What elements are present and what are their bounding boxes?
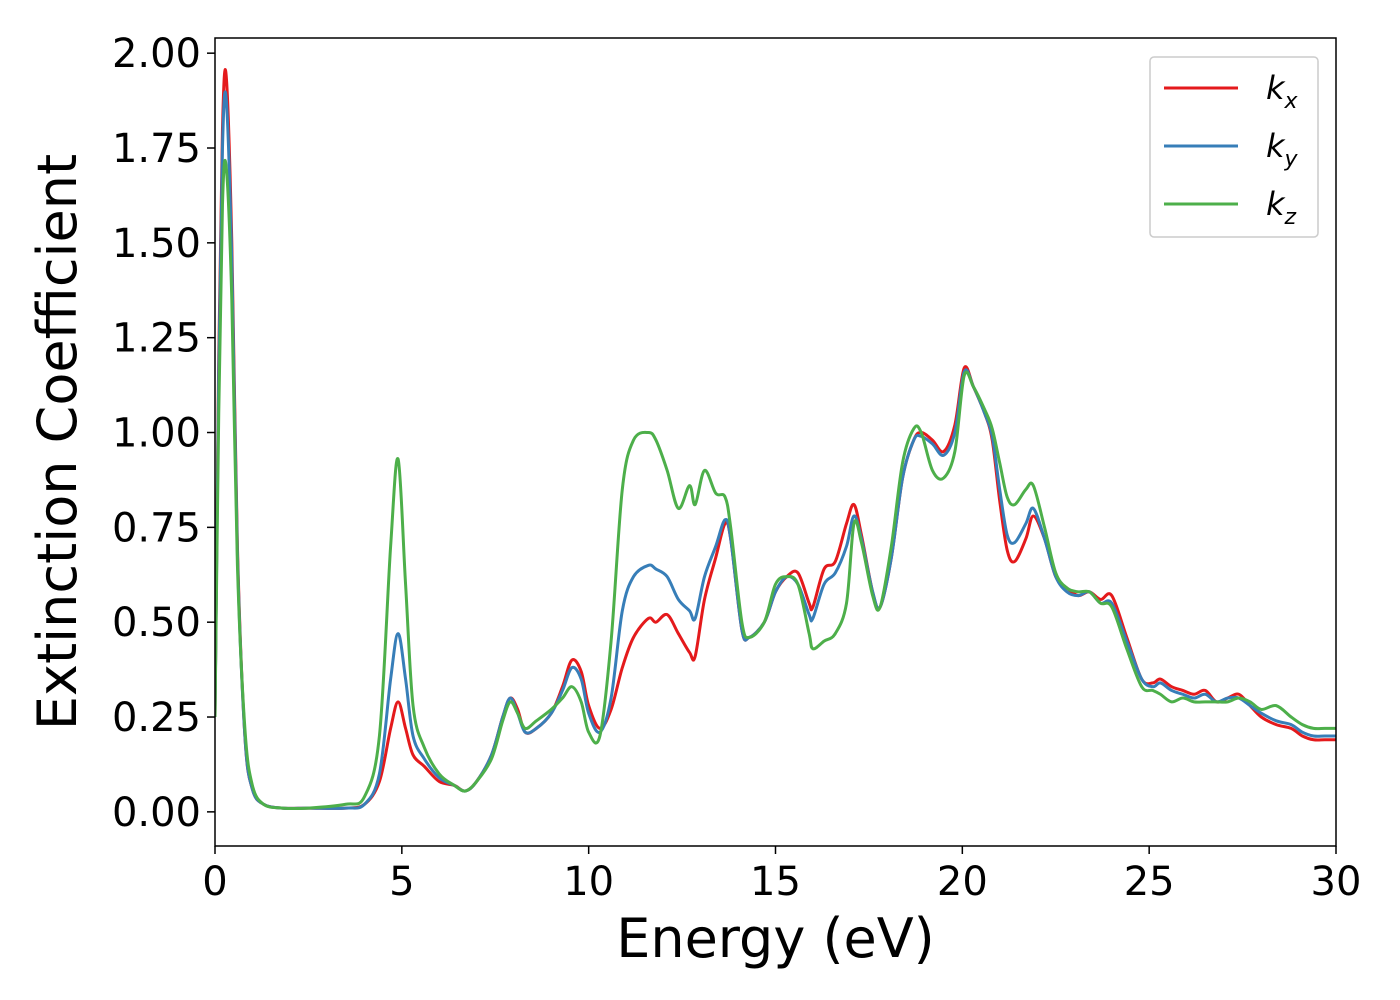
x-tick-label: 0 — [202, 859, 227, 905]
series-layer — [215, 68, 1336, 811]
y-tick-label: 2.00 — [112, 31, 201, 77]
y-tick-label: 0.25 — [112, 695, 201, 741]
y-axis-title: Extinction Coefficient — [26, 154, 89, 730]
y-tick-label: 1.75 — [112, 126, 201, 172]
legend-label-kx: kx — [1266, 69, 1299, 114]
legend-label-kz: kz — [1266, 185, 1297, 230]
x-axis-title: Energy (eV) — [616, 907, 935, 970]
series-line-kz — [215, 159, 1336, 811]
x-tick-label: 30 — [1311, 859, 1362, 905]
y-tick-label: 0.75 — [112, 505, 201, 551]
x-tick-label: 5 — [389, 859, 414, 905]
legend: kx ky kz — [1149, 56, 1319, 238]
y-tick-label: 1.50 — [112, 221, 201, 267]
y-tick-label: 0.50 — [112, 600, 201, 646]
x-tick-label: 15 — [750, 859, 801, 905]
legend-label-ky: ky — [1266, 127, 1299, 172]
y-tick-label: 1.25 — [112, 316, 201, 362]
y-tick-label: 1.00 — [112, 411, 201, 457]
x-tick-label: 10 — [563, 859, 614, 905]
x-tick-label: 25 — [1124, 859, 1175, 905]
y-tick-label: 0.00 — [112, 790, 201, 836]
ticks-layer: 0 5 10 15 20 25 30 0.00 0.25 0.50 0.75 1.00 1.25 1.50… — [112, 31, 1362, 905]
x-tick-label: 20 — [937, 859, 988, 905]
